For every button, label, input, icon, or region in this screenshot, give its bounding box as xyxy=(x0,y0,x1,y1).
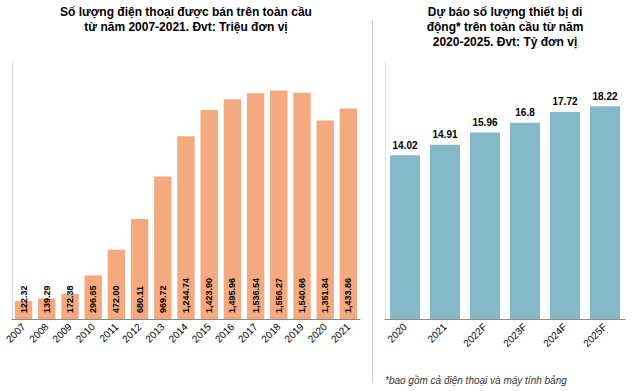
svg-text:2021: 2021 xyxy=(329,321,353,345)
svg-text:2022F: 2022F xyxy=(461,321,489,349)
svg-text:2020: 2020 xyxy=(385,321,409,345)
svg-text:1,536.54: 1,536.54 xyxy=(251,278,261,313)
svg-text:2020-2025. Đvt: Tỷ đơn vị: 2020-2025. Đvt: Tỷ đơn vị xyxy=(433,35,578,49)
svg-text:1,433.86: 1,433.86 xyxy=(343,278,353,313)
svg-text:17.72: 17.72 xyxy=(552,96,577,107)
svg-text:2025F: 2025F xyxy=(581,321,609,349)
svg-text:1,244.74: 1,244.74 xyxy=(181,278,191,313)
svg-text:296.65: 296.65 xyxy=(88,285,98,313)
svg-text:680.11: 680.11 xyxy=(135,286,145,313)
svg-text:2018: 2018 xyxy=(259,321,283,345)
svg-text:2023F: 2023F xyxy=(501,321,529,349)
svg-text:1,556.27: 1,556.27 xyxy=(274,278,284,313)
svg-text:2012: 2012 xyxy=(120,321,144,345)
svg-text:1,423.90: 1,423.90 xyxy=(204,278,214,313)
svg-text:14.91: 14.91 xyxy=(432,129,457,140)
svg-text:2019: 2019 xyxy=(282,321,306,345)
svg-text:2017: 2017 xyxy=(236,321,260,345)
svg-text:2007: 2007 xyxy=(4,321,28,345)
svg-text:2020: 2020 xyxy=(306,321,330,345)
svg-text:15.96: 15.96 xyxy=(472,117,497,128)
svg-text:1,351.84: 1,351.84 xyxy=(320,278,330,313)
svg-text:1,540.66: 1,540.66 xyxy=(297,278,307,313)
svg-text:1,495.96: 1,495.96 xyxy=(227,278,237,313)
svg-text:969.72: 969.72 xyxy=(158,285,168,313)
svg-text:2011: 2011 xyxy=(97,321,120,344)
svg-text:2015: 2015 xyxy=(190,321,214,345)
svg-text:2008: 2008 xyxy=(27,321,51,345)
svg-text:172.38: 172.38 xyxy=(65,285,75,313)
svg-text:từ năm 2007-2021. Đvt: Triệu đ: từ năm 2007-2021. Đvt: Triệu đơn vị xyxy=(84,20,287,34)
svg-text:16.8: 16.8 xyxy=(515,107,535,118)
svg-text:2021: 2021 xyxy=(425,321,449,345)
svg-text:139.29: 139.29 xyxy=(42,285,52,313)
svg-text:2024F: 2024F xyxy=(541,321,569,349)
svg-text:Dự báo số lượng thiết bị di: Dự báo số lượng thiết bị di xyxy=(428,5,583,19)
svg-text:*bao gồm cả điện thoại và máy: *bao gồm cả điện thoại và máy tính bảng xyxy=(385,375,567,386)
svg-text:472.00: 472.00 xyxy=(111,285,121,313)
svg-text:2014: 2014 xyxy=(166,321,190,345)
svg-text:2016: 2016 xyxy=(213,321,237,345)
svg-text:122.32: 122.32 xyxy=(19,285,29,313)
svg-text:2009: 2009 xyxy=(50,321,74,345)
svg-text:động* trên toàn cầu từ năm: động* trên toàn cầu từ năm xyxy=(427,20,584,34)
svg-text:Số lượng điện thoại được bán t: Số lượng điện thoại được bán trên toàn c… xyxy=(60,5,312,19)
svg-text:2010: 2010 xyxy=(74,321,98,345)
svg-text:2013: 2013 xyxy=(143,321,167,345)
svg-text:18.22: 18.22 xyxy=(592,91,617,102)
svg-text:14.02: 14.02 xyxy=(392,140,417,151)
